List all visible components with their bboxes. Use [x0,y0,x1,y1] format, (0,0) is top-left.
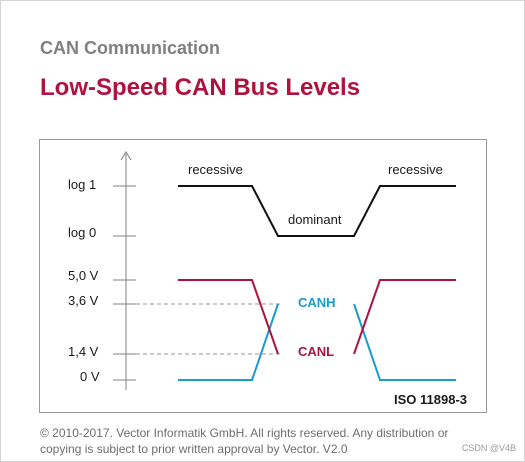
y-label-0v: 0 V [80,369,100,384]
section-subtitle: CAN Communication [40,38,220,58]
bus-level-diagram: log 1 log 0 5,0 V 3,6 V 1,4 V 0 V recess… [39,139,487,413]
y-label-1v4: 1,4 V [68,344,99,359]
copyright-line-2: copying is subject to prior written appr… [40,442,348,456]
page-title: Low-Speed CAN Bus Levels [40,74,361,101]
label-recessive-right: recessive [388,162,443,177]
canh-trace-right [353,303,456,381]
y-label-log1: log 1 [68,177,96,192]
label-dominant: dominant [288,212,342,227]
logic-level-trace [178,185,456,237]
label-recessive-left: recessive [188,162,243,177]
y-label-log0: log 0 [68,225,96,240]
standard-label: ISO 11898-3 [394,392,467,407]
y-label-3v6: 3,6 V [68,293,99,308]
copyright-notice: © 2010-2017. Vector Informatik GmbH. All… [40,425,490,457]
canh-trace-left [178,303,279,381]
canl-trace-right [353,279,456,355]
label-canh: CANH [298,295,336,310]
label-canl: CANL [298,344,334,359]
canl-trace-left [178,279,279,355]
y-label-5v: 5,0 V [68,268,99,283]
diagram-canvas: log 1 log 0 5,0 V 3,6 V 1,4 V 0 V recess… [68,151,467,407]
copyright-line-1: © 2010-2017. Vector Informatik GmbH. All… [40,426,449,440]
y-axis-arrow-icon [120,151,132,161]
watermark: CSDN @V4B [461,443,516,453]
